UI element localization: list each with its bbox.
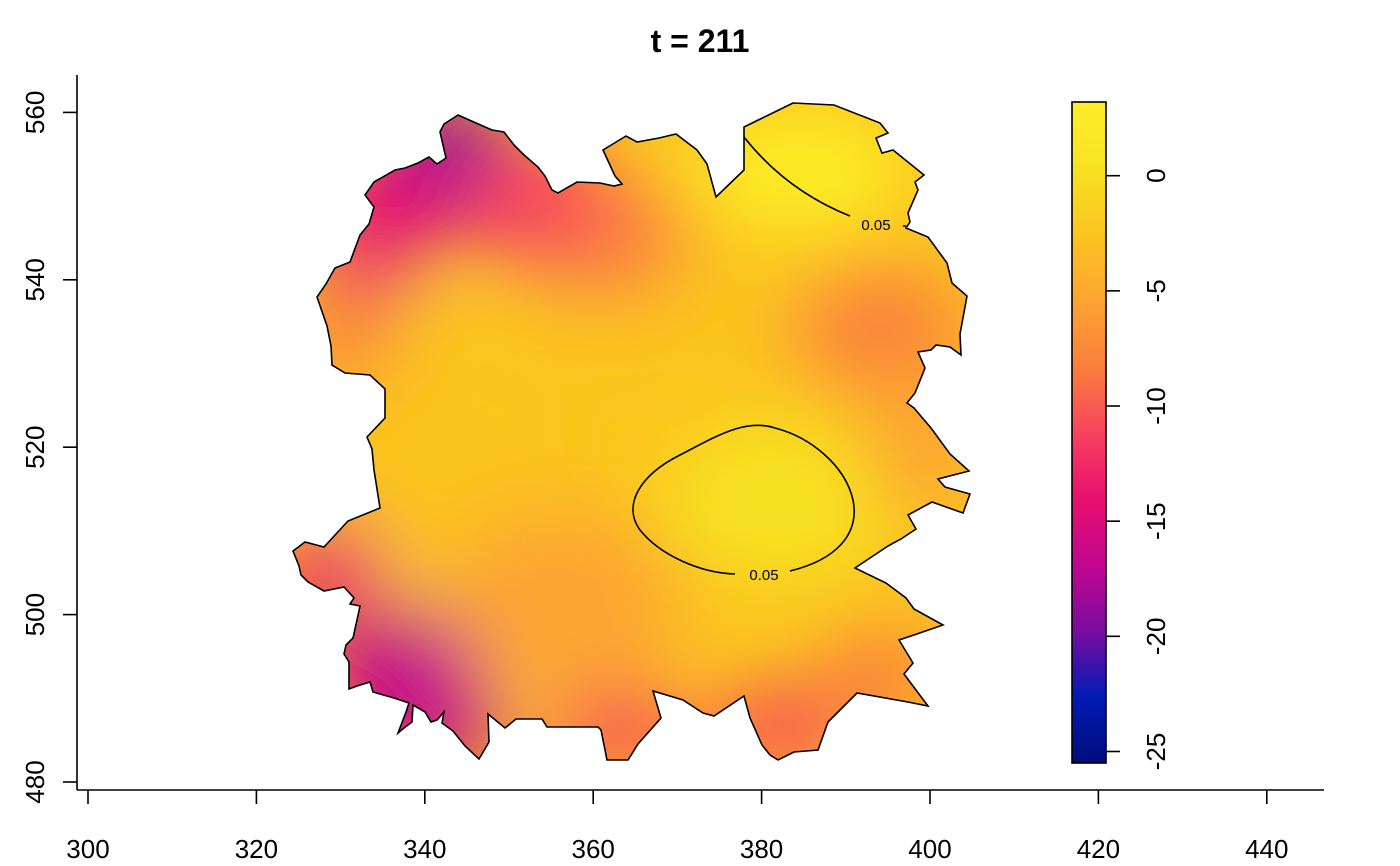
colorbar-tick-label--10: -10 — [1141, 387, 1171, 425]
heat-blob-13 — [293, 520, 385, 620]
y-tick-label-500: 500 — [20, 593, 50, 636]
y-tick-label-560: 560 — [20, 91, 50, 134]
heat-blob-5 — [790, 270, 970, 390]
heat-blob-0 — [660, 420, 900, 580]
colorbar-tick-label--15: -15 — [1141, 502, 1171, 540]
x-tick-label-380: 380 — [740, 834, 783, 864]
x-tick-label-400: 400 — [908, 834, 951, 864]
contour-line-center — [632, 424, 855, 575]
region-outline — [292, 102, 972, 761]
colorbar: -25 -20 -15 -10 -5 0 — [1071, 101, 1171, 771]
x-tick-label-300: 300 — [66, 834, 109, 864]
heat-blob-12 — [300, 270, 390, 390]
x-tick-label-340: 340 — [403, 834, 446, 864]
y-tick-label-540: 540 — [20, 258, 50, 301]
contour-line-upper — [743, 136, 906, 227]
contour-label-upper: 0.05 — [861, 217, 890, 234]
colorbar-gradient — [1071, 101, 1107, 764]
colorbar-tick-label--25: -25 — [1141, 733, 1171, 771]
colorbar-tick-label--5: -5 — [1141, 279, 1171, 302]
chart-title: t = 211 — [651, 23, 750, 59]
axes: 300 320 340 360 380 400 420 440 480 500 520 540 560 — [20, 75, 1324, 864]
x-tick-label-360: 360 — [572, 834, 615, 864]
y-tick-label-480: 480 — [20, 760, 50, 803]
heat-surface — [293, 103, 970, 760]
heat-blob-6 — [860, 360, 970, 520]
y-tick-label-520: 520 — [20, 426, 50, 469]
contour-label-center: 0.05 — [749, 567, 778, 584]
heat-blob-1 — [690, 110, 910, 230]
x-tick-label-440: 440 — [1245, 834, 1288, 864]
heat-blob-4 — [440, 510, 680, 690]
colorbar-tick-label--20: -20 — [1141, 618, 1171, 656]
x-tick-label-320: 320 — [235, 834, 278, 864]
x-tick-label-420: 420 — [1077, 834, 1120, 864]
heat-blob-10 — [420, 103, 500, 170]
contour-lines: 0.05 0.05 — [632, 136, 906, 584]
heat-blob-18 — [820, 630, 940, 730]
heat-blob-16 — [550, 690, 690, 760]
colorbar-tick-label-0: 0 — [1141, 168, 1171, 182]
